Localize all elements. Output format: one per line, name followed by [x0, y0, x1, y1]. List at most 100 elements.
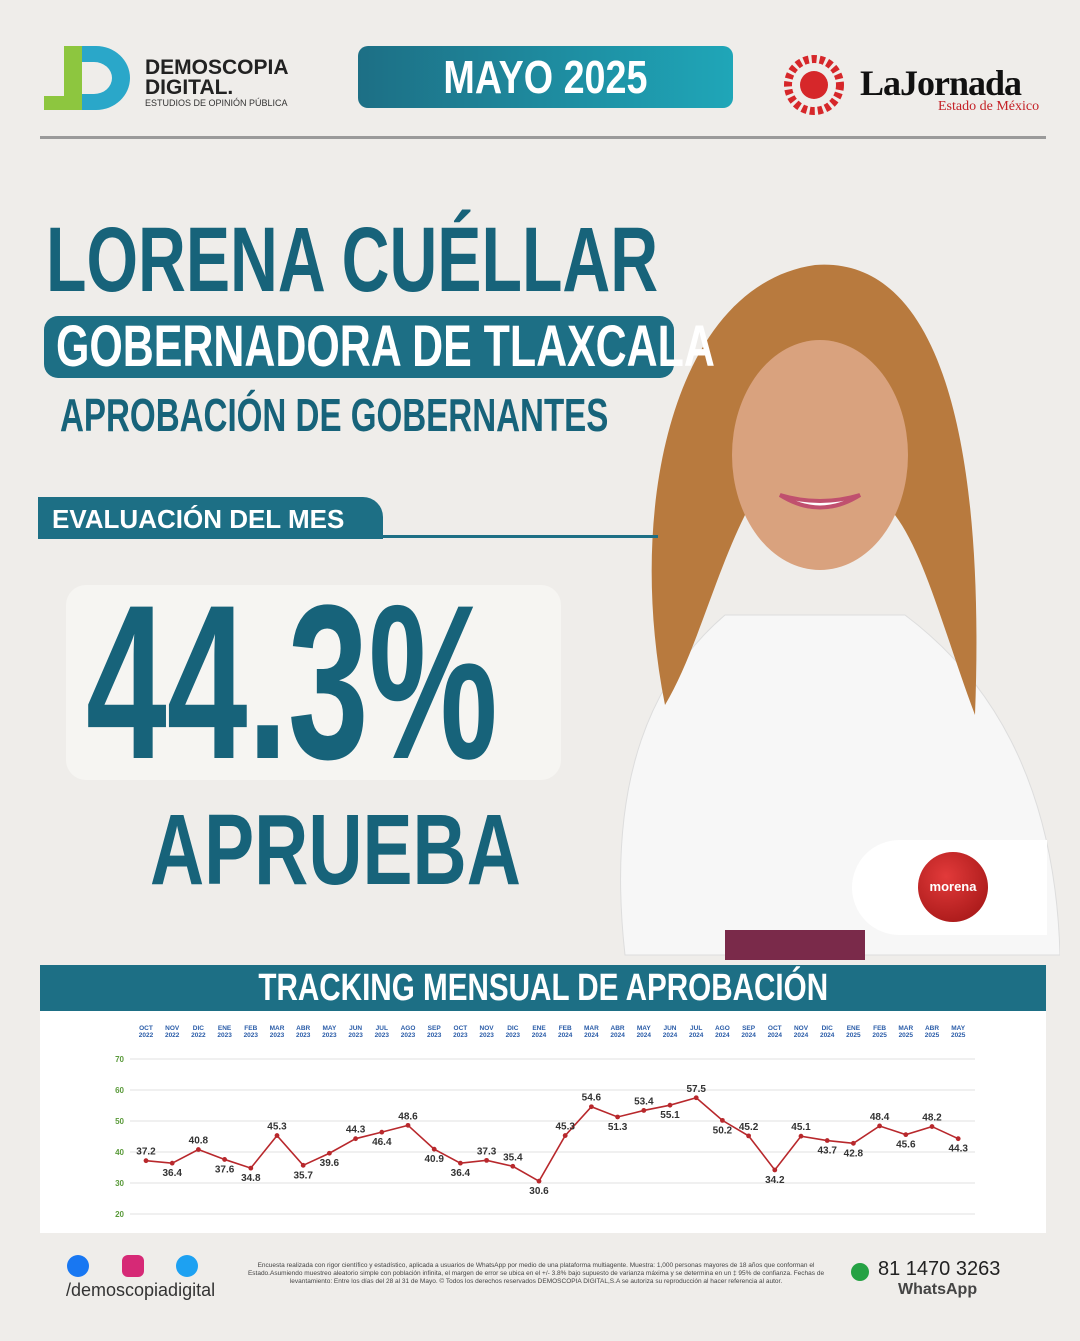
data-label: 44.3 [948, 1144, 968, 1155]
plot-bg [40, 1011, 1046, 1233]
point [248, 1165, 254, 1171]
data-label: 48.2 [922, 1113, 942, 1124]
x-tick-label: NOV 2024 [793, 1025, 809, 1039]
x-tick-label: JUL 2023 [374, 1025, 390, 1039]
point [327, 1150, 332, 1156]
data-label: 48.4 [870, 1112, 890, 1123]
period: MAYO 2025 [443, 51, 648, 103]
point [510, 1163, 516, 1169]
brand-line2: DIGITAL. [145, 76, 234, 99]
partner-logo [784, 55, 844, 115]
brand-tagline: ESTUDIOS DE OPINIÓN PÚBLICA [145, 98, 288, 108]
data-label: 34.2 [765, 1175, 785, 1186]
x-tick-label: JUN 2024 [662, 1025, 678, 1039]
data-label: 55.1 [660, 1110, 680, 1121]
data-label: 40.9 [424, 1154, 444, 1165]
phone-channel: WhatsApp [898, 1281, 978, 1298]
point [746, 1133, 751, 1139]
point [143, 1158, 149, 1164]
approval-caption: APRUEBA [150, 794, 521, 906]
whatsapp-icon [851, 1263, 869, 1281]
data-label: 37.6 [215, 1164, 235, 1175]
month-label-bg [38, 497, 383, 539]
point [222, 1157, 228, 1162]
phone: 81 1470 3263 [878, 1258, 1001, 1280]
point [196, 1147, 201, 1152]
x-tick-label: MAY 2024 [636, 1025, 652, 1039]
partner-sub: Estado de México [938, 99, 1040, 114]
y-tick-label: 40 [115, 1148, 124, 1157]
point [720, 1117, 725, 1123]
x-tick-label: JUL 2024 [688, 1025, 704, 1039]
point [615, 1114, 620, 1120]
brand-name: DEMOSCOPIA DIGITAL. [145, 57, 289, 99]
point [405, 1122, 411, 1128]
point [484, 1157, 489, 1163]
line [145, 1096, 959, 1183]
social-handle: /demoscopiadigital [66, 1280, 216, 1300]
x-tick-label: ENE 2024 [531, 1025, 547, 1039]
point [300, 1162, 306, 1168]
y-tick-label: 50 [115, 1117, 124, 1126]
point [169, 1160, 175, 1166]
topic: APROBACIÓN DE GOBERNANTES [60, 389, 609, 441]
point [903, 1132, 909, 1138]
party: morena [918, 852, 988, 922]
point [772, 1167, 778, 1173]
point [536, 1178, 542, 1184]
data-label: 34.8 [241, 1173, 261, 1184]
value-panel [66, 585, 561, 780]
x-tick-label: MAR 2025 [898, 1025, 914, 1039]
data-label: 46.4 [372, 1137, 392, 1148]
data-label: 42.8 [844, 1148, 864, 1159]
data-label: 45.3 [555, 1122, 575, 1133]
point [589, 1104, 594, 1110]
point [353, 1136, 358, 1142]
chart: TRACKING MENSUAL DE APROBACIÓN 20 30 40 50 6… [40, 965, 1046, 1233]
point [798, 1133, 804, 1139]
x-tick-label: OCT 2023 [453, 1025, 468, 1039]
x-tick-label: JUN 2023 [348, 1025, 363, 1039]
x-tick-label: DIC 2022 [191, 1025, 206, 1039]
data-label: 53.4 [634, 1096, 654, 1107]
data-label: 36.4 [451, 1168, 471, 1179]
x-tick-label: ENE 2023 [217, 1025, 232, 1039]
x-tick-label: MAR 2023 [269, 1025, 285, 1039]
data-label: 50.2 [713, 1125, 733, 1136]
point [274, 1133, 280, 1138]
data-label: 35.4 [503, 1152, 523, 1163]
period-badge: MAYO 2025 [358, 46, 733, 108]
role: GOBERNADORA DE TLAXCALA [56, 314, 715, 379]
chart-title: TRACKING MENSUAL DE APROBACIÓN [258, 967, 828, 1009]
data-label: 54.6 [582, 1093, 602, 1104]
x-tick-label: ENE 2025 [846, 1025, 861, 1039]
approval-value: 44.3% [86, 559, 498, 805]
point [641, 1108, 647, 1113]
disclaimer: Encuesta realizada con rigor científico … [247, 1262, 825, 1285]
role-badge [44, 316, 674, 378]
data-label: 45.1 [791, 1122, 811, 1133]
portrait [620, 264, 1060, 960]
data-label: 37.2 [136, 1147, 156, 1158]
x-tick-label: SEP 2024 [741, 1025, 756, 1039]
point [379, 1129, 385, 1135]
candidate-name: LORENA CUÉLLAR [46, 209, 659, 311]
data-label: 57.5 [686, 1084, 706, 1095]
divider [40, 136, 1046, 139]
brand-logo [44, 46, 130, 110]
point [562, 1133, 568, 1138]
y-tick-label: 70 [115, 1055, 124, 1064]
point [877, 1123, 882, 1129]
point [431, 1146, 437, 1152]
x-tick-label: MAR 2024 [583, 1025, 599, 1039]
y-tick-label: 60 [115, 1086, 124, 1095]
data-label: 30.6 [529, 1186, 549, 1197]
data-label: 51.3 [608, 1122, 628, 1133]
x-tick-label: NOV 2022 [164, 1025, 180, 1039]
x-tick-label: FEB 2023 [243, 1025, 259, 1039]
x-tick-label: FEB 2024 [557, 1025, 573, 1039]
data-label: 45.2 [739, 1122, 759, 1133]
data-label: 43.7 [817, 1146, 837, 1157]
